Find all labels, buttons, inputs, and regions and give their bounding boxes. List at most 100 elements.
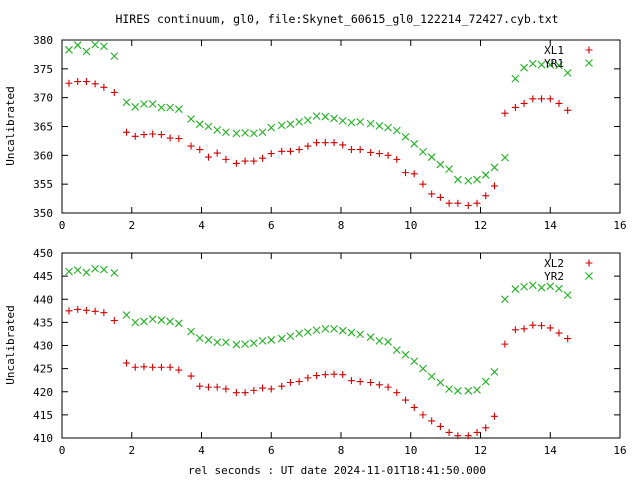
bottom-yr2-point	[464, 386, 473, 395]
top-xl1-point	[267, 150, 275, 158]
top-yr1-point	[347, 118, 356, 127]
bottom-yr2-point	[241, 340, 249, 349]
bottom-xl2-point	[140, 363, 148, 371]
bottom-xl2-point	[384, 383, 392, 391]
bottom-yr2-point	[436, 378, 445, 387]
bottom-yr2-point	[427, 372, 436, 381]
bottom-xl2-point	[204, 383, 212, 391]
bottom-xl2-point	[295, 378, 303, 386]
bottom-yr2-point	[546, 282, 555, 291]
top-yr1-point	[366, 119, 375, 128]
bottom-xl2-point	[131, 363, 139, 371]
top-yr1-point	[213, 126, 222, 134]
top-x-tick-label: 6	[268, 219, 275, 232]
top-yr1-point	[384, 123, 392, 132]
top-xl1-point	[428, 190, 436, 198]
bottom-xl2-point	[367, 379, 375, 386]
bottom-x-tick-label: 10	[404, 444, 417, 457]
top-xl1-point	[321, 139, 329, 147]
top-xl1-point	[196, 146, 204, 154]
top-xl1-point	[278, 147, 286, 155]
bottom-y-tick-label: 415	[33, 409, 53, 422]
bottom-xl2-point	[321, 371, 329, 379]
top-yr1-point	[157, 103, 166, 112]
bottom-xl2-point	[91, 307, 99, 315]
bottom-xl2-point	[564, 335, 572, 343]
bottom-xl2-point	[419, 411, 427, 419]
top-yr1-point	[99, 42, 108, 51]
bottom-yr2-point	[195, 334, 204, 342]
bottom-x-tick-label: 14	[544, 444, 558, 457]
top-xl1-point	[123, 128, 131, 136]
chart-title: HIRES continuum, gl0, file:Skynet_60615_…	[115, 12, 558, 26]
bottom-panel: Uncalibrated 0 2 4 6 8 10 12 14 16 410 415 420 425 43…	[4, 247, 627, 457]
top-yr1-point	[277, 121, 286, 130]
top-xl1-point	[464, 202, 472, 210]
bottom-x-tick-label: 16	[613, 444, 626, 457]
bottom-yr2-point	[286, 332, 295, 341]
top-yr1-point	[91, 40, 100, 49]
top-y-tick-label: 365	[33, 121, 53, 134]
top-yr1-point	[258, 128, 267, 137]
bottom-yr2-point	[99, 265, 108, 274]
bottom-yr2-point	[445, 385, 454, 393]
bottom-yr2-point	[410, 357, 419, 366]
top-xl1-point	[82, 78, 90, 86]
bottom-yr2-point	[73, 266, 82, 275]
bottom-xl2-point	[157, 363, 165, 371]
top-legend-marker-yr1	[585, 59, 593, 67]
top-yr1-point	[501, 153, 509, 162]
top-yr1-point	[401, 132, 410, 141]
top-xl1-point	[520, 99, 528, 107]
bottom-points	[65, 264, 572, 440]
top-yr1-point	[453, 175, 462, 184]
bottom-legend-marker-xl2	[585, 259, 593, 267]
bottom-y-tick-label: 445	[33, 270, 53, 283]
top-xl1-point	[286, 147, 294, 155]
top-legend-marker-xl1	[585, 46, 593, 54]
bottom-yr2-point	[267, 336, 276, 344]
bottom-yr2-point	[157, 316, 166, 324]
bottom-yr2-point	[473, 386, 481, 394]
bottom-ticks: 0 2 4 6 8 10 12 14 16 410 415 420 425 430 435 440 445 450	[33, 247, 627, 457]
top-xl1-point	[339, 141, 347, 149]
bottom-yr2-point	[375, 336, 384, 345]
top-xl1-point	[250, 157, 258, 165]
bottom-xl2-point	[82, 306, 90, 314]
top-points	[65, 40, 572, 210]
bottom-xl2-point	[241, 389, 249, 397]
top-xl1-point	[241, 157, 249, 165]
top-yr1-point	[511, 74, 520, 83]
bottom-xl2-point	[100, 309, 108, 317]
bottom-yr2-point	[204, 336, 213, 344]
bottom-yr2-point	[401, 350, 410, 359]
top-yr1-point	[321, 112, 330, 121]
top-y-tick-label: 350	[33, 207, 53, 220]
bottom-xl2-point	[278, 382, 286, 390]
top-yr1-point	[295, 117, 304, 126]
top-xl1-point	[454, 199, 462, 207]
bottom-y-tick-label: 420	[33, 386, 53, 399]
top-yr1-point	[222, 128, 230, 137]
bottom-xl2-point	[356, 378, 364, 386]
top-x-tick-label: 12	[474, 219, 487, 232]
top-yr1-point	[122, 98, 131, 107]
bottom-xl2-point	[473, 428, 481, 436]
bottom-x-tick-label: 0	[59, 444, 66, 457]
top-xl1-point	[187, 142, 195, 150]
bottom-plot-frame	[61, 252, 621, 439]
bottom-xl2-point	[65, 307, 73, 315]
top-xl1-point	[204, 153, 212, 161]
bottom-xl2-point	[445, 428, 453, 436]
bottom-xl2-point	[482, 424, 490, 432]
bottom-y-tick-label: 435	[33, 316, 53, 329]
bottom-yr2-point	[528, 281, 537, 290]
top-x-tick-label: 14	[544, 219, 558, 232]
top-yr1-point	[528, 59, 537, 68]
top-xl1-point	[501, 109, 509, 117]
top-yr1-point	[427, 153, 436, 161]
bottom-xl2-point	[250, 386, 258, 394]
bottom-x-tick-label: 12	[474, 444, 487, 457]
